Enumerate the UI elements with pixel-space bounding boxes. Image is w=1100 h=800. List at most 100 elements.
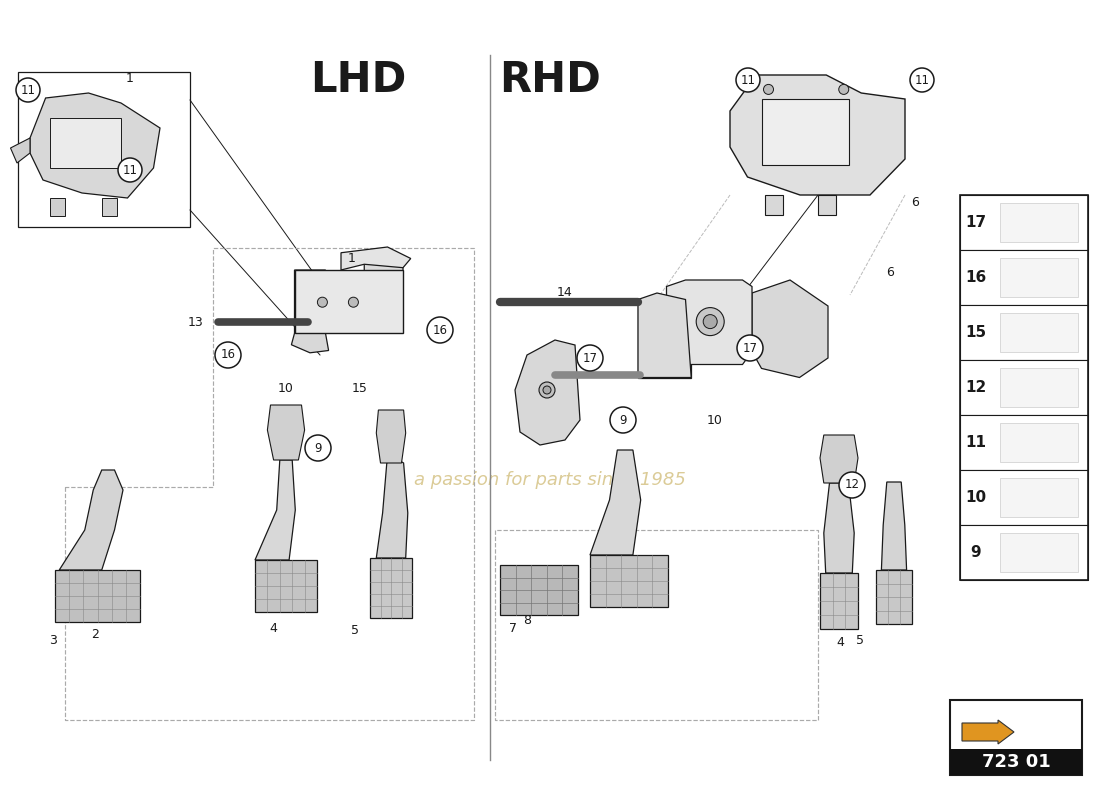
Bar bbox=[960, 360, 1088, 415]
Circle shape bbox=[427, 317, 453, 343]
Polygon shape bbox=[11, 138, 30, 163]
Bar bbox=[1000, 313, 1078, 352]
Bar bbox=[960, 415, 1088, 470]
Text: 13: 13 bbox=[188, 315, 204, 329]
Bar bbox=[1000, 258, 1078, 297]
Circle shape bbox=[737, 335, 763, 361]
Bar bbox=[761, 99, 849, 165]
Bar bbox=[876, 570, 912, 624]
Bar bbox=[295, 270, 403, 334]
Text: 9: 9 bbox=[619, 414, 627, 426]
Text: 6: 6 bbox=[887, 266, 894, 278]
Text: 11: 11 bbox=[122, 163, 138, 177]
Circle shape bbox=[118, 158, 142, 182]
Polygon shape bbox=[267, 405, 305, 460]
Text: 16: 16 bbox=[432, 323, 448, 337]
Text: 6: 6 bbox=[911, 195, 918, 209]
Circle shape bbox=[763, 84, 773, 94]
Polygon shape bbox=[30, 93, 159, 198]
Text: 15: 15 bbox=[966, 325, 987, 340]
Text: 10: 10 bbox=[707, 414, 723, 426]
Polygon shape bbox=[255, 460, 295, 560]
Text: 16: 16 bbox=[220, 349, 235, 362]
Polygon shape bbox=[376, 458, 408, 558]
Bar bbox=[1000, 368, 1078, 407]
Circle shape bbox=[349, 297, 359, 307]
Text: 2: 2 bbox=[91, 629, 99, 642]
Text: 17: 17 bbox=[742, 342, 758, 354]
Polygon shape bbox=[341, 247, 410, 270]
Bar bbox=[55, 570, 140, 622]
Bar bbox=[1000, 533, 1078, 572]
Bar bbox=[960, 470, 1088, 525]
Text: 11: 11 bbox=[740, 74, 756, 86]
Circle shape bbox=[703, 314, 717, 329]
Bar bbox=[960, 250, 1088, 305]
Text: 11: 11 bbox=[966, 435, 987, 450]
Polygon shape bbox=[590, 450, 640, 555]
Circle shape bbox=[305, 435, 331, 461]
Bar bbox=[255, 560, 317, 612]
Polygon shape bbox=[638, 293, 691, 378]
Circle shape bbox=[16, 78, 40, 102]
Bar bbox=[50, 118, 121, 168]
Text: 723 01: 723 01 bbox=[981, 753, 1050, 771]
Text: 5: 5 bbox=[351, 623, 359, 637]
Text: 10: 10 bbox=[278, 382, 294, 394]
Text: 3: 3 bbox=[50, 634, 57, 646]
Bar bbox=[950, 749, 1082, 775]
Bar bbox=[590, 555, 668, 607]
Circle shape bbox=[839, 472, 865, 498]
FancyArrow shape bbox=[962, 720, 1014, 744]
Text: 1: 1 bbox=[126, 71, 134, 85]
Text: a passion for parts since 1985: a passion for parts since 1985 bbox=[414, 471, 686, 489]
Circle shape bbox=[539, 382, 556, 398]
Text: 9: 9 bbox=[315, 442, 321, 454]
Bar bbox=[960, 195, 1088, 250]
Text: 16: 16 bbox=[966, 270, 987, 285]
Polygon shape bbox=[364, 258, 403, 334]
Circle shape bbox=[910, 68, 934, 92]
Bar bbox=[101, 198, 117, 216]
Text: 17: 17 bbox=[583, 351, 597, 365]
Bar bbox=[1000, 423, 1078, 462]
Bar bbox=[1000, 478, 1078, 517]
Polygon shape bbox=[292, 334, 329, 353]
Circle shape bbox=[543, 386, 551, 394]
Text: 15: 15 bbox=[352, 382, 367, 394]
Polygon shape bbox=[295, 270, 326, 334]
Bar bbox=[638, 299, 691, 378]
Text: 1: 1 bbox=[348, 251, 356, 265]
Bar bbox=[764, 195, 783, 215]
Text: 5: 5 bbox=[856, 634, 864, 646]
Bar bbox=[18, 72, 190, 227]
Circle shape bbox=[578, 345, 603, 371]
Bar bbox=[820, 573, 858, 629]
Bar bbox=[50, 198, 65, 216]
Circle shape bbox=[736, 68, 760, 92]
Text: 11: 11 bbox=[21, 83, 35, 97]
Bar bbox=[950, 700, 1082, 775]
Text: 7: 7 bbox=[509, 622, 517, 634]
Circle shape bbox=[696, 308, 724, 336]
Bar bbox=[960, 525, 1088, 580]
Text: RHD: RHD bbox=[499, 59, 601, 101]
Polygon shape bbox=[730, 75, 905, 195]
Bar bbox=[500, 565, 578, 615]
Text: 9: 9 bbox=[970, 545, 981, 560]
Circle shape bbox=[318, 297, 328, 307]
Polygon shape bbox=[59, 470, 123, 570]
Bar bbox=[960, 305, 1088, 360]
Circle shape bbox=[610, 407, 636, 433]
Text: 17: 17 bbox=[966, 215, 987, 230]
Text: LHD: LHD bbox=[310, 59, 406, 101]
Text: 4: 4 bbox=[836, 637, 844, 650]
Polygon shape bbox=[824, 483, 855, 573]
Text: 11: 11 bbox=[914, 74, 929, 86]
Polygon shape bbox=[820, 435, 858, 483]
Text: 10: 10 bbox=[966, 490, 987, 505]
Bar bbox=[1000, 203, 1078, 242]
Polygon shape bbox=[752, 280, 828, 378]
Text: 12: 12 bbox=[845, 478, 859, 491]
Circle shape bbox=[214, 342, 241, 368]
